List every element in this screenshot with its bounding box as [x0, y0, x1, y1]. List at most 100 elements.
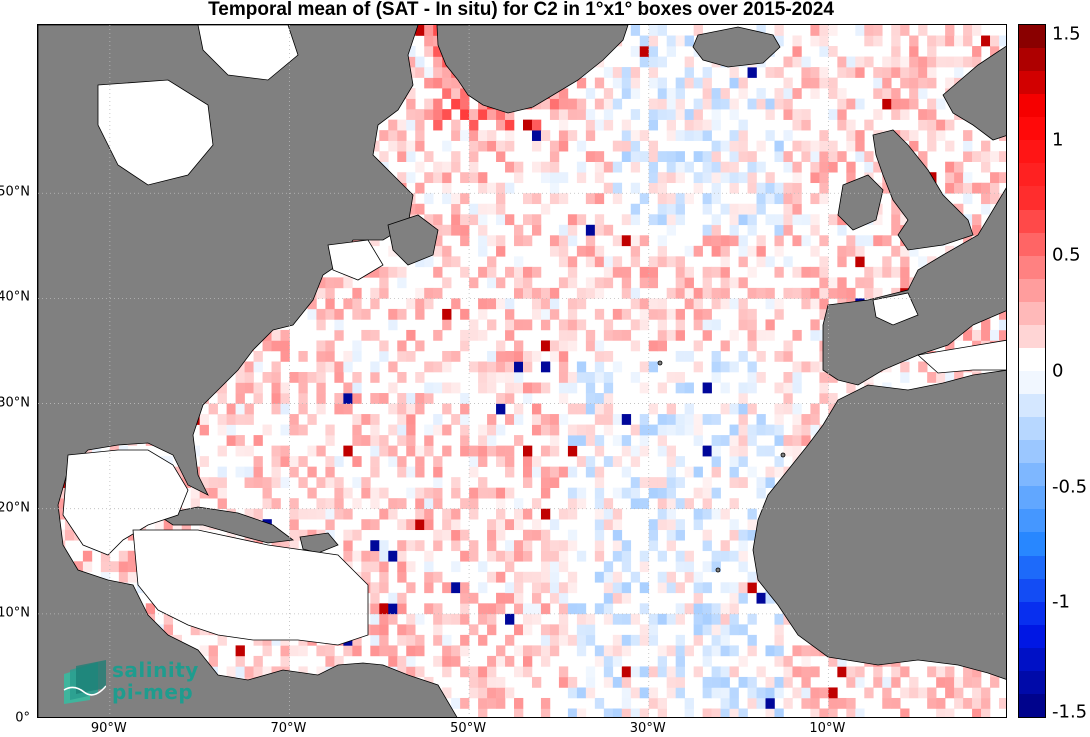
anomaly-cell [558, 350, 569, 362]
anomaly-cell [981, 708, 991, 717]
anomaly-cell [487, 424, 497, 436]
anomaly-cell [235, 666, 245, 678]
scandinavia [942, 45, 1006, 141]
anomaly-cell [226, 414, 236, 425]
anomaly-cell [442, 88, 452, 99]
anomaly-cell [280, 350, 290, 362]
anomaly-cell [801, 287, 811, 299]
anomaly-cell [487, 571, 497, 583]
anomaly-cell [505, 634, 515, 646]
anomaly-cell [262, 477, 272, 488]
anomaly-cell [370, 372, 380, 383]
anomaly-cell [379, 130, 389, 141]
anomaly-cell [702, 329, 712, 341]
anomaly-cell [370, 287, 380, 299]
anomaly-cell [621, 708, 632, 717]
anomaly-cell [370, 519, 380, 531]
anomaly-cell [406, 140, 416, 152]
anomaly-cell [289, 498, 299, 509]
anomaly-cell [505, 687, 515, 699]
anomaly-cell [388, 130, 398, 141]
anomaly-cell [747, 361, 757, 373]
anomaly-cell [846, 287, 856, 299]
anomaly-cell [280, 655, 290, 667]
anomaly-cell [756, 592, 766, 604]
anomaly-cell [882, 235, 892, 247]
anomaly-cell [576, 98, 587, 110]
anomaly-cell [846, 697, 856, 709]
anomaly-cell [514, 235, 524, 247]
anomaly-cell [361, 561, 371, 573]
anomaly-cell [810, 687, 820, 699]
anomaly-cell [316, 508, 326, 520]
anomaly-cell [244, 508, 254, 520]
anomaly-cell [316, 403, 326, 415]
anomaly-cell [630, 498, 641, 509]
anomaly-cell [478, 245, 488, 257]
anomaly-cell [747, 340, 757, 352]
anomaly-cell [738, 319, 748, 331]
anomaly-cell [316, 477, 326, 488]
anomaly-cell [397, 624, 407, 636]
anomaly-cell [639, 266, 650, 278]
anomaly-cell [693, 666, 703, 678]
anomaly-cell [729, 697, 739, 709]
colorbar-step [1019, 670, 1045, 695]
anomaly-cell [540, 98, 551, 110]
anomaly-cell [235, 466, 245, 478]
anomaly-cell [738, 151, 748, 162]
anomaly-cell [666, 445, 676, 457]
anomaly-cell [217, 466, 227, 478]
anomaly-cell [819, 708, 829, 717]
anomaly-cell [675, 529, 685, 541]
anomaly-cell [711, 193, 721, 205]
anomaly-cell [810, 645, 820, 657]
anomaly-cell [505, 140, 515, 152]
anomaly-cell [801, 687, 811, 699]
anomaly-cell [675, 676, 685, 688]
anomaly-cell [352, 414, 362, 425]
anomaly-cell [298, 403, 308, 415]
anomaly-cell [549, 582, 560, 594]
anomaly-cell [496, 361, 506, 373]
anomaly-cell [478, 266, 488, 278]
logo-line-2: pi-mep [112, 680, 194, 704]
anomaly-cell [442, 245, 452, 257]
anomaly-cell [648, 67, 659, 78]
anomaly-cell [549, 540, 560, 552]
anomaly-cell [558, 340, 569, 352]
anomaly-cell [963, 35, 973, 47]
anomaly-cell [639, 56, 650, 68]
anomaly-cell [594, 350, 605, 362]
anomaly-cell [945, 119, 955, 131]
anomaly-cell [334, 477, 344, 488]
anomaly-cell [747, 634, 757, 646]
anomaly-cell [388, 266, 398, 278]
anomaly-cell [118, 561, 129, 573]
anomaly-cell [648, 477, 659, 488]
anomaly-cell [738, 203, 748, 215]
anomaly-cell [567, 382, 578, 394]
anomaly-cell [540, 414, 551, 425]
anomaly-cell [819, 25, 829, 36]
anomaly-cell [684, 403, 694, 415]
anomaly-cell [810, 708, 820, 717]
anomaly-cell [388, 382, 398, 394]
anomaly-cell [612, 571, 623, 583]
anomaly-cell [693, 435, 703, 446]
anomaly-cell [909, 245, 919, 257]
anomaly-cell [343, 508, 353, 520]
anomaly-cell [666, 456, 676, 467]
anomaly-cell [684, 287, 694, 299]
anomaly-cell [945, 372, 955, 383]
anomaly-cell [199, 424, 209, 436]
anomaly-cell [666, 119, 676, 131]
anomaly-cell [945, 35, 955, 47]
anomaly-cell [370, 624, 380, 636]
anomaly-cell [774, 224, 784, 236]
anomaly-cell [900, 266, 910, 278]
anomaly-cell [379, 151, 389, 162]
anomaly-cell [388, 424, 398, 436]
anomaly-cell [792, 235, 802, 247]
anomaly-cell [855, 140, 865, 152]
